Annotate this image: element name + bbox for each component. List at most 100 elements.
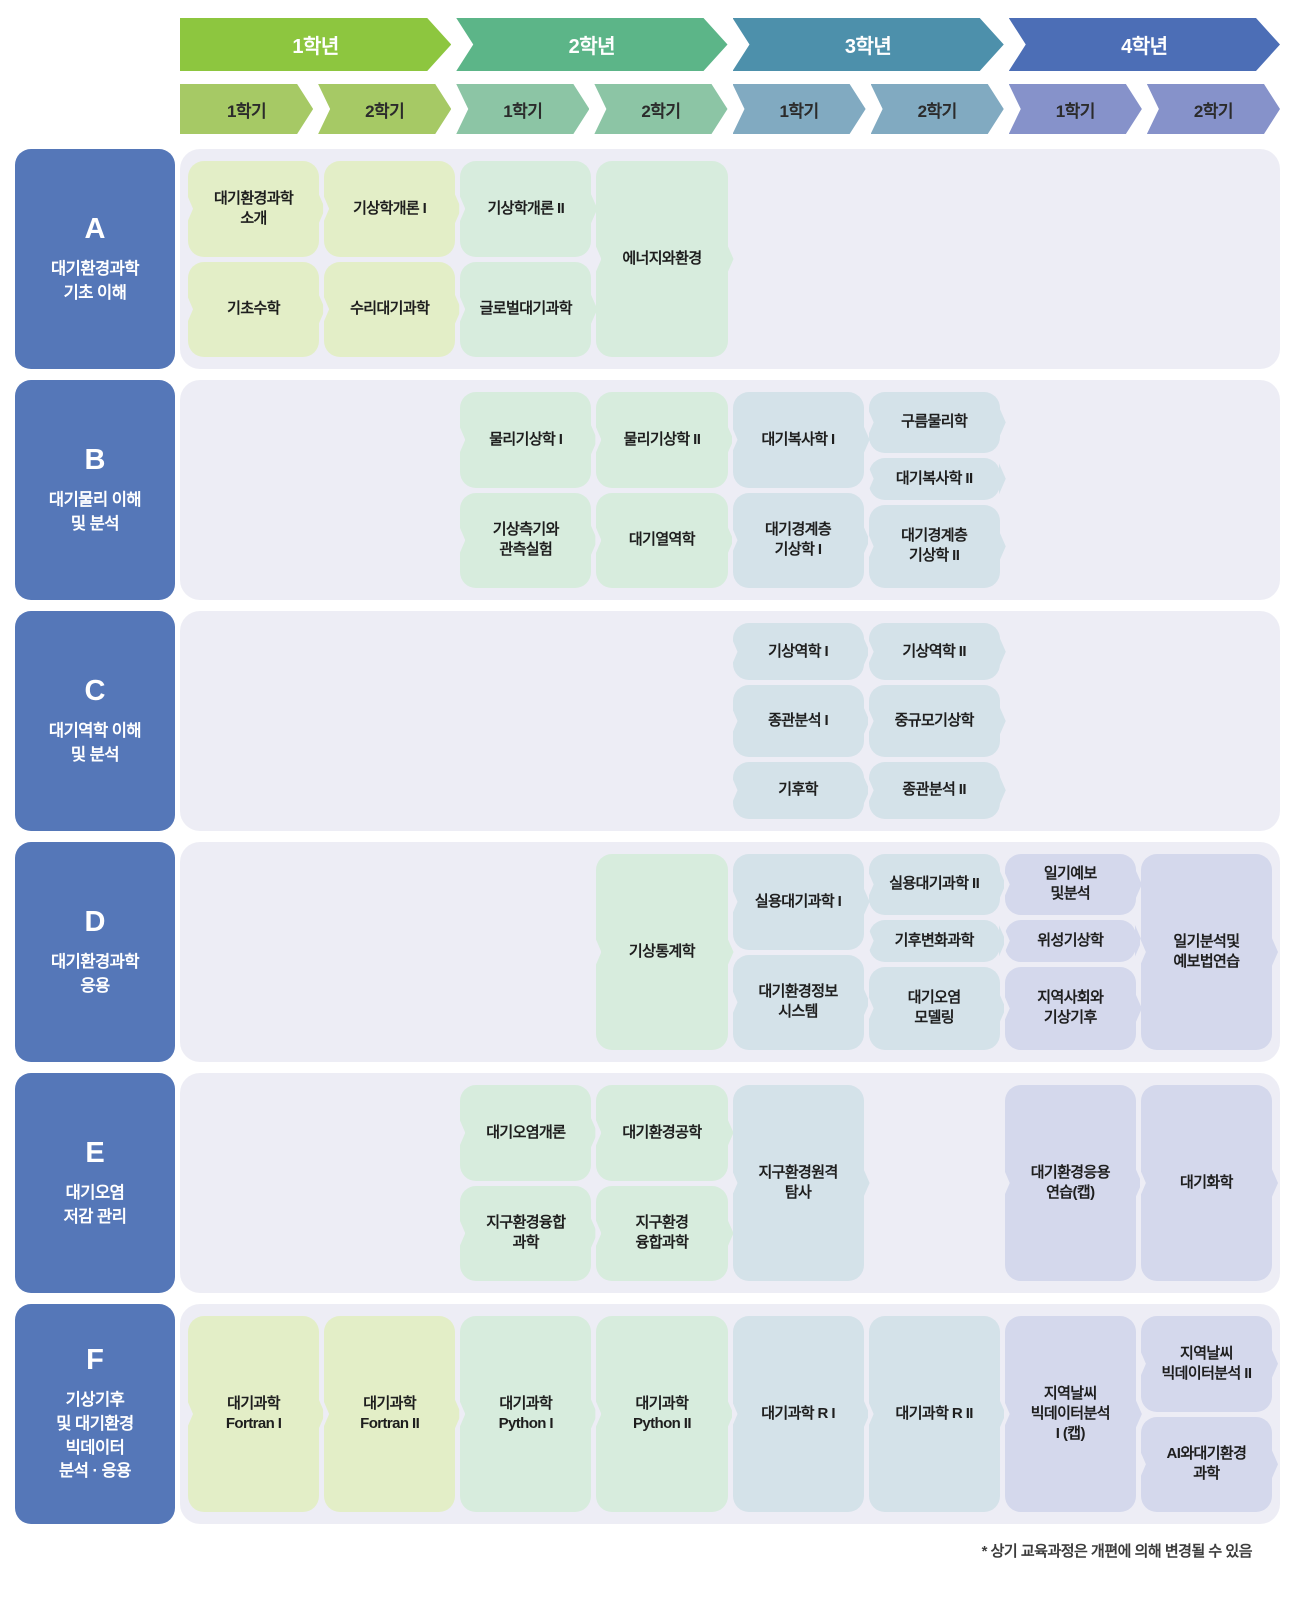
category-title: 대기환경과학 기초 이해 — [50, 259, 140, 302]
category-letter: F — [86, 1343, 104, 1376]
semester-column: 기상역학 II 중규모기상학 종관분석 II — [868, 623, 1000, 819]
course-cell: 실용대기과학 II — [868, 854, 1000, 915]
semester-column: 기상역학 I 종관분석 I 기후학 — [732, 623, 864, 819]
semester-column — [1005, 623, 1136, 819]
course-cell: 대기과학 Python I — [460, 1316, 592, 1512]
semester-column — [324, 854, 455, 1050]
course-grid: 대기환경과학 소개 기초수학 기상학개론 I 수리대기과학 기상학개론 II 글로벌대기과… — [180, 149, 1280, 369]
semester-column: 실용대기과학 II 기후변화과학 대기오염 모델링 — [868, 854, 1000, 1050]
course-cell: AI와대기환경 과학 — [1140, 1416, 1272, 1512]
course-cell: 기상역학 II — [868, 623, 1000, 681]
course-cell: 기상측기와 관측실험 — [460, 492, 592, 588]
semester-column — [1005, 161, 1136, 357]
course-cell: 대기오염개론 — [460, 1085, 592, 1181]
category-row-a: A 대기환경과학 기초 이해 대기환경과학 소개 기초수학 기상학개론 I 수리대기과학 기… — [15, 149, 1280, 369]
semester-column: 실용대기과학 I 대기환경정보 시스템 — [732, 854, 864, 1050]
course-cell: 물리기상학 II — [596, 392, 728, 488]
semester-column: 기상학개론 I 수리대기과학 — [324, 161, 456, 357]
category-box-f: F 기상기후 및 대기환경 빅데이터 분석 · 응용 — [15, 1304, 175, 1524]
semester-column: 기상통계학 — [596, 854, 728, 1050]
course-cell: 대기오염 모델링 — [868, 966, 1000, 1050]
semester-column — [188, 1085, 319, 1281]
category-row-e: E 대기오염 저감 관리 대기오염개론 지구환경융합 과학 대기환경공학 지구환경 융합과… — [15, 1073, 1280, 1293]
course-cell: 대기화학 — [1140, 1085, 1272, 1281]
category-box-c: C 대기역학 이해 및 분석 — [15, 611, 175, 831]
course-cell: 글로벌대기과학 — [460, 261, 592, 357]
course-cell: 기상학개론 I — [324, 161, 456, 257]
semester-column: 대기복사학 I 대기경계층 기상학 I — [732, 392, 864, 588]
semester-column — [460, 623, 591, 819]
course-cell: 대기복사학 I — [732, 392, 864, 488]
course-cell: 지역날씨 빅데이터분석 I (캡) — [1004, 1316, 1136, 1512]
course-cell: 일기분석및 예보법연습 — [1140, 854, 1272, 1050]
category-title: 대기물리 이해 및 분석 — [48, 490, 142, 533]
semester-header-y1-s1: 1학기 — [180, 84, 313, 134]
semester-header-y3-s1: 1학기 — [733, 84, 866, 134]
semester-column — [324, 392, 455, 588]
semester-column — [188, 623, 319, 819]
semester-column: 일기분석및 예보법연습 — [1140, 854, 1272, 1050]
course-cell: 일기예보 및분석 — [1004, 854, 1136, 915]
semester-column: 대기환경응용 연습(캡) — [1004, 1085, 1136, 1281]
course-cell: 대기환경공학 — [596, 1085, 728, 1181]
course-cell: 대기환경과학 소개 — [188, 161, 320, 257]
year-header-2: 2학년 — [456, 18, 727, 71]
course-cell: 대기과학 Fortran I — [188, 1316, 320, 1512]
semester-column — [733, 161, 864, 357]
semester-column: 대기과학 Python I — [460, 1316, 592, 1512]
course-cell: 지구환경원격 탐사 — [732, 1085, 864, 1281]
semester-column: 대기오염개론 지구환경융합 과학 — [460, 1085, 592, 1281]
course-cell: 실용대기과학 I — [732, 854, 864, 950]
semester-header-y1-s2: 2학기 — [318, 84, 451, 134]
category-title: 대기오염 저감 관리 — [63, 1183, 127, 1226]
year-header-row: 1학년 2학년 3학년 4학년 — [180, 18, 1280, 71]
semester-header-y2-s1: 1학기 — [456, 84, 589, 134]
course-cell: 중규모기상학 — [868, 685, 1000, 757]
course-cell: 대기열역학 — [596, 492, 728, 588]
semester-column: 대기과학 Fortran II — [324, 1316, 456, 1512]
semester-column: 지역날씨 빅데이터분석 I (캡) — [1004, 1316, 1136, 1512]
semester-column: 일기예보 및분석 위성기상학 지역사회와 기상기후 — [1004, 854, 1136, 1050]
semester-column — [596, 623, 727, 819]
semester-header-y3-s2: 2학기 — [871, 84, 1004, 134]
semester-header-y2-s2: 2학기 — [594, 84, 727, 134]
semester-header-row: 1학기 2학기 1학기 2학기 1학기 2학기 1학기 2학기 — [180, 84, 1280, 134]
course-grid: 기상역학 I 종관분석 I 기후학 기상역학 II 중규모기상학 종관분석 II — [180, 611, 1280, 831]
course-grid: 기상통계학 실용대기과학 I 대기환경정보 시스템 실용대기과학 II 기후변화과학 대기… — [180, 842, 1280, 1062]
course-cell: 기후변화과학 — [868, 919, 1000, 962]
course-cell: 대기환경정보 시스템 — [732, 954, 864, 1050]
course-cell: 지역사회와 기상기후 — [1004, 966, 1136, 1050]
category-box-d: D 대기환경과학 응용 — [15, 842, 175, 1062]
semester-column — [188, 392, 319, 588]
category-box-e: E 대기오염 저감 관리 — [15, 1073, 175, 1293]
category-box-a: A 대기환경과학 기초 이해 — [15, 149, 175, 369]
category-title: 기상기후 및 대기환경 빅데이터 분석 · 응용 — [56, 1390, 134, 1481]
course-grid: 물리기상학 I 기상측기와 관측실험 물리기상학 II 대기열역학 대기복사학 I 대기경… — [180, 380, 1280, 600]
semester-column: 대기환경공학 지구환경 융합과학 — [596, 1085, 728, 1281]
course-cell: 종관분석 II — [868, 761, 1000, 819]
category-letter: B — [84, 443, 106, 476]
course-cell: 지구환경 융합과학 — [596, 1185, 728, 1281]
course-cell: 물리기상학 I — [460, 392, 592, 488]
semester-column — [869, 161, 1000, 357]
category-title: 대기역학 이해 및 분석 — [48, 721, 142, 764]
year-header-3: 3학년 — [733, 18, 1004, 71]
category-row-c: C 대기역학 이해 및 분석 기상역학 I 종관분석 I 기후학 기상역학 II 중규모기상… — [15, 611, 1280, 831]
course-cell: 기후학 — [732, 761, 864, 819]
category-letter: E — [85, 1136, 105, 1169]
year-header-1: 1학년 — [180, 18, 451, 71]
semester-column: 대기화학 — [1140, 1085, 1272, 1281]
semester-column — [869, 1085, 1000, 1281]
course-grid: 대기과학 Fortran I 대기과학 Fortran II 대기과학 Python… — [180, 1304, 1280, 1524]
course-cell: 수리대기과학 — [324, 261, 456, 357]
category-title: 대기환경과학 응용 — [50, 952, 140, 995]
semester-column — [460, 854, 591, 1050]
course-cell: 대기과학 Fortran II — [324, 1316, 456, 1512]
category-letter: D — [84, 905, 106, 938]
course-cell: 대기과학 R II — [868, 1316, 1000, 1512]
semester-column — [1141, 392, 1272, 588]
course-cell: 대기과학 R I — [732, 1316, 864, 1512]
category-box-b: B 대기물리 이해 및 분석 — [15, 380, 175, 600]
